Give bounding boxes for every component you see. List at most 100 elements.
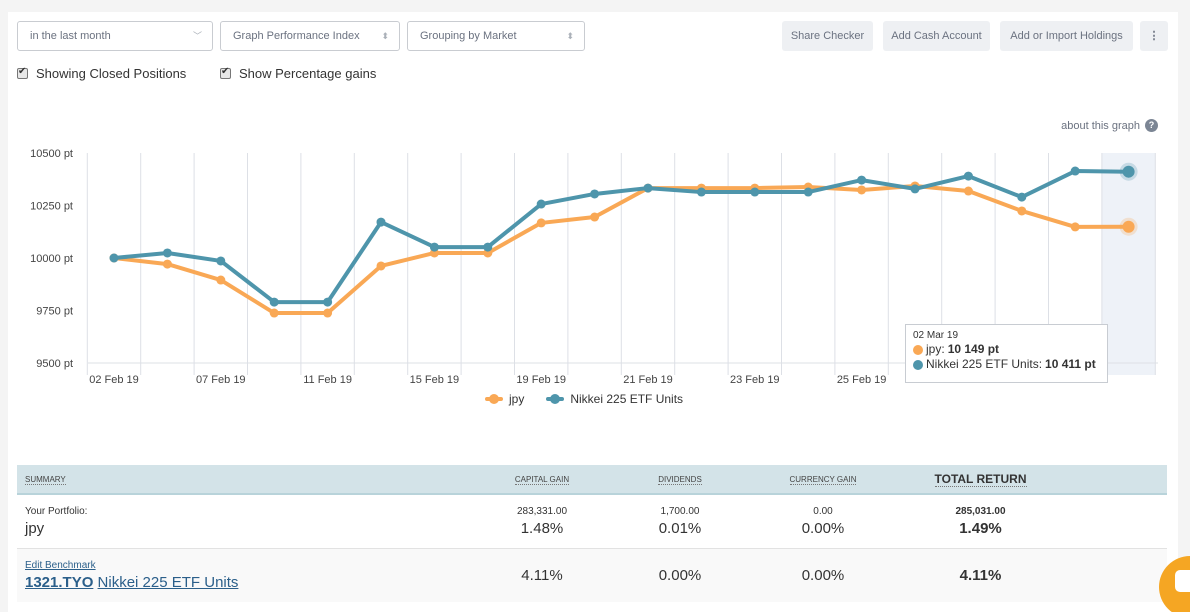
capital-gain-cell: 283,331.00 1.48% [457, 494, 627, 548]
header-label: Total Return [935, 472, 1027, 487]
data-point-jpy [1071, 222, 1080, 231]
data-point-nikkei [1123, 166, 1135, 178]
dividends-cell: 1,700.00 0.01% [627, 494, 733, 548]
data-point-nikkei [430, 243, 439, 252]
data-point-nikkei [483, 243, 492, 252]
data-point-jpy [216, 276, 225, 285]
header-label: Capital Gain [515, 475, 569, 485]
hover-highlight-band [1102, 153, 1155, 375]
data-point-jpy [590, 213, 599, 222]
data-point-jpy [1017, 206, 1026, 215]
portfolio-label: Your Portfolio: [25, 506, 457, 517]
data-point-nikkei [644, 184, 653, 193]
dividends-cell: 0.00% [627, 548, 733, 602]
header-summary: Summary [17, 465, 457, 494]
capital-gain-value: 283,331.00 [457, 506, 627, 517]
tooltip-label: jpy: [926, 342, 945, 357]
currency-gain-cell: 0.00 0.00% [733, 494, 913, 548]
data-point-nikkei [1071, 167, 1080, 176]
data-point-nikkei [750, 188, 759, 197]
data-point-nikkei [537, 200, 546, 209]
chart-tooltip: 02 Mar 19 jpy: 10 149 pt Nikkei 225 ETF … [905, 324, 1108, 383]
header-spacer [1048, 465, 1167, 494]
currency-gain-pct: 0.00% [733, 520, 913, 537]
dividends-pct: 0.01% [627, 520, 733, 537]
capital-gain-pct: 1.48% [457, 520, 627, 537]
capital-gain-cell: 4.11% [457, 548, 627, 602]
data-point-jpy [964, 187, 973, 196]
data-point-nikkei [1017, 193, 1026, 202]
tooltip-row-nikkei: Nikkei 225 ETF Units: 10 411 pt [913, 357, 1100, 372]
spacer-cell [1048, 548, 1167, 602]
header-capital-gain: Capital Gain [457, 465, 627, 494]
data-point-nikkei [163, 248, 172, 257]
data-point-nikkei [911, 184, 920, 193]
total-return-pct: 1.49% [913, 520, 1048, 537]
data-point-nikkei [697, 188, 706, 197]
y-tick-label: 10000 pt [30, 253, 73, 265]
data-point-nikkei [590, 189, 599, 198]
jpy-dot-icon [913, 345, 923, 355]
benchmark-ticker-link[interactable]: 1321.TYO [25, 574, 93, 591]
nikkei-dot-icon [913, 360, 923, 370]
x-tick-label: 11 Feb 19 [303, 374, 352, 386]
y-tick-label: 10500 pt [30, 148, 73, 160]
legend-item-nikkei[interactable]: Nikkei 225 ETF Units [546, 392, 683, 406]
chart-legend: jpy Nikkei 225 ETF Units [485, 392, 683, 406]
data-point-nikkei [216, 256, 225, 265]
data-point-jpy [377, 261, 386, 270]
legend-jpy-symbol-icon [485, 394, 503, 404]
data-point-jpy [270, 309, 279, 318]
dividends-value: 1,700.00 [627, 506, 733, 517]
tooltip-label: Nikkei 225 ETF Units: [926, 357, 1042, 372]
header-label: Dividends [658, 475, 702, 485]
currency-gain-value: 0.00 [733, 506, 913, 517]
benchmark-name-link[interactable]: Nikkei 225 ETF Units [98, 574, 239, 591]
x-tick-label: 02 Feb 19 [89, 374, 139, 386]
data-point-jpy [857, 185, 866, 194]
data-point-jpy [163, 260, 172, 269]
portfolio-cell: Your Portfolio: jpy [17, 494, 457, 548]
data-point-nikkei [804, 188, 813, 197]
benchmark-cell: Edit Benchmark 1321.TYO Nikkei 225 ETF U… [17, 548, 457, 602]
y-tick-label: 10250 pt [30, 201, 73, 213]
data-point-jpy [1123, 221, 1135, 233]
x-tick-label: 25 Feb 19 [837, 374, 887, 386]
total-return-cell: 285,031.00 1.49% [913, 494, 1048, 548]
y-tick-label: 9750 pt [36, 306, 73, 318]
spacer-cell [1048, 494, 1167, 548]
portfolio-row: Your Portfolio: jpy 283,331.00 1.48% 1,7… [17, 494, 1167, 548]
header-dividends: Dividends [627, 465, 733, 494]
header-label: Summary [25, 475, 66, 485]
data-point-nikkei [377, 218, 386, 227]
header-currency-gain: Currency Gain [733, 465, 913, 494]
dividends-pct: 0.00% [627, 567, 733, 584]
tooltip-date: 02 Mar 19 [913, 330, 1100, 341]
summary-header-row: Summary Capital Gain Dividends Currency … [17, 465, 1167, 494]
header-total-return: Total Return [913, 465, 1048, 494]
x-tick-label: 07 Feb 19 [196, 374, 246, 386]
legend-item-jpy[interactable]: jpy [485, 392, 524, 406]
data-point-nikkei [964, 172, 973, 181]
data-point-nikkei [857, 176, 866, 185]
x-tick-label: 19 Feb 19 [516, 374, 566, 386]
data-point-nikkei [110, 254, 119, 263]
total-return-pct: 4.11% [913, 567, 1048, 584]
benchmark-row: Edit Benchmark 1321.TYO Nikkei 225 ETF U… [17, 548, 1167, 602]
data-point-nikkei [323, 298, 332, 307]
capital-gain-pct: 4.11% [457, 567, 627, 584]
x-tick-label: 23 Feb 19 [730, 374, 780, 386]
data-point-nikkei [270, 298, 279, 307]
tooltip-value: 10 149 pt [948, 342, 999, 357]
portfolio-name: jpy [25, 520, 457, 537]
legend-label: jpy [509, 392, 524, 406]
data-point-jpy [537, 218, 546, 227]
edit-benchmark-link[interactable]: Edit Benchmark [25, 560, 457, 571]
currency-gain-cell: 0.00% [733, 548, 913, 602]
y-tick-label: 9500 pt [36, 358, 73, 370]
x-tick-label: 21 Feb 19 [623, 374, 673, 386]
tooltip-row-jpy: jpy: 10 149 pt [913, 342, 1100, 357]
header-label: Currency Gain [790, 475, 857, 485]
x-tick-label: 15 Feb 19 [410, 374, 460, 386]
summary-table: Summary Capital Gain Dividends Currency … [17, 465, 1167, 602]
